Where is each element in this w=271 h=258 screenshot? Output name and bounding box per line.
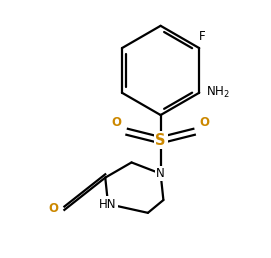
- Text: F: F: [199, 29, 205, 43]
- Text: NH$_2$: NH$_2$: [206, 85, 230, 100]
- Text: N: N: [156, 167, 165, 180]
- Text: O: O: [200, 116, 210, 129]
- Text: S: S: [155, 133, 166, 148]
- Text: HN: HN: [99, 198, 117, 211]
- Text: O: O: [49, 202, 59, 215]
- Text: O: O: [112, 116, 122, 129]
